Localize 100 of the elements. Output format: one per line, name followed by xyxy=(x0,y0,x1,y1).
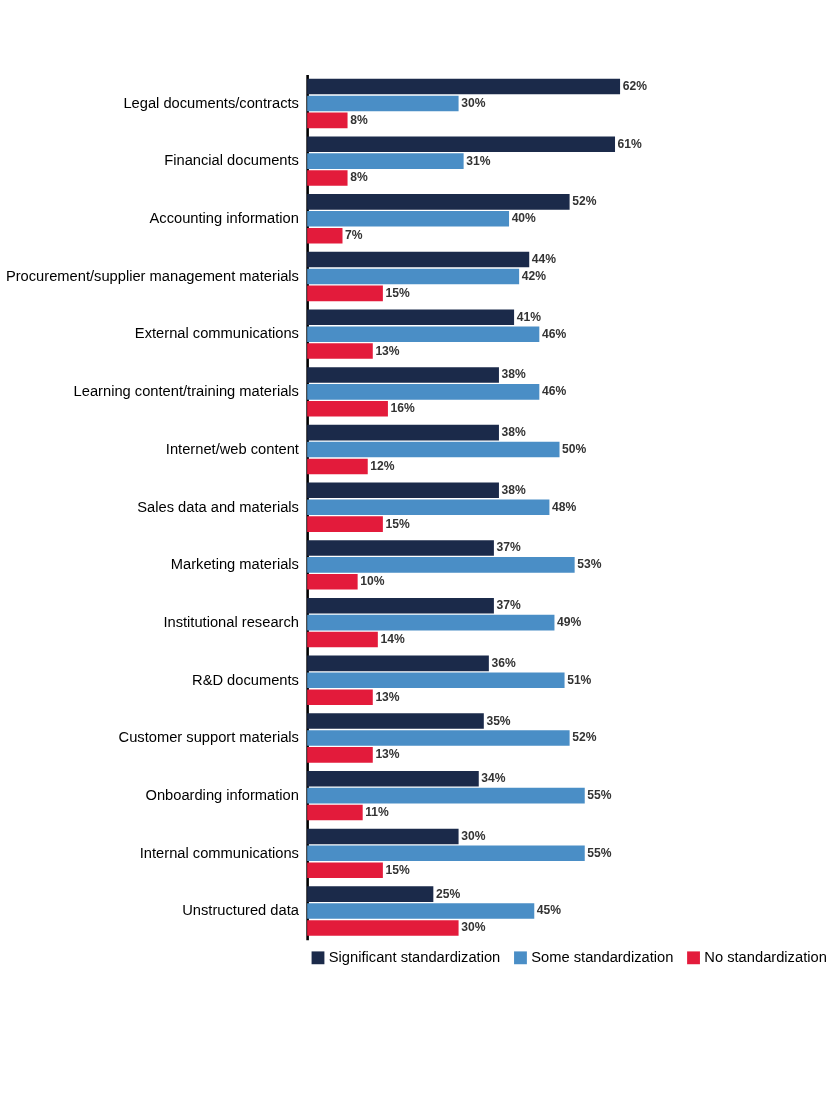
bar xyxy=(307,540,494,556)
data-label: 10% xyxy=(360,574,385,589)
bar xyxy=(307,78,621,95)
bar xyxy=(307,384,540,400)
data-label: 7% xyxy=(345,228,363,243)
bar xyxy=(307,499,550,516)
data-label: 37% xyxy=(496,540,521,555)
data-label: 35% xyxy=(486,713,511,728)
y-tick-label: Internet/web content xyxy=(165,440,299,457)
legend-label: No standardization xyxy=(704,949,827,966)
data-label: 61% xyxy=(617,136,643,151)
bar xyxy=(307,655,489,672)
bar xyxy=(307,862,383,879)
bar xyxy=(307,227,343,244)
data-label: 44% xyxy=(531,252,557,267)
data-label: 38% xyxy=(501,425,527,440)
y-tick-label: Procurement/supplier management materials xyxy=(5,267,299,284)
bar xyxy=(307,614,555,631)
data-label: 55% xyxy=(587,845,612,860)
data-label: 16% xyxy=(390,401,415,416)
data-label: 51% xyxy=(567,672,592,687)
bar xyxy=(307,713,484,729)
data-label: 48% xyxy=(552,499,577,514)
bar xyxy=(307,194,570,210)
data-label: 11% xyxy=(365,805,390,820)
data-label: 46% xyxy=(541,326,567,341)
bar xyxy=(307,251,530,268)
data-label: 8% xyxy=(350,170,368,185)
bar xyxy=(307,441,560,458)
data-label: 25% xyxy=(435,886,461,901)
bar xyxy=(307,95,459,112)
bar xyxy=(307,730,570,746)
data-label: 15% xyxy=(385,285,410,300)
bar xyxy=(307,845,585,862)
data-label: 13% xyxy=(375,343,400,358)
data-label: 15% xyxy=(385,862,410,877)
data-label: 30% xyxy=(461,828,486,843)
legend-label: Significant standardization xyxy=(328,949,501,966)
data-label: 40% xyxy=(511,211,537,226)
bar xyxy=(307,672,565,689)
data-label: 49% xyxy=(557,615,582,630)
data-label: 46% xyxy=(541,384,567,399)
legend-label: Some standardization xyxy=(531,949,674,966)
data-label: 13% xyxy=(375,689,400,704)
data-label: 53% xyxy=(577,557,602,572)
bar xyxy=(307,886,434,902)
bar xyxy=(307,343,373,359)
data-label: 31% xyxy=(466,153,491,168)
y-tick-label: Onboarding information xyxy=(145,786,299,803)
y-tick-label: Sales data and materials xyxy=(137,498,299,515)
bar xyxy=(307,136,616,152)
y-tick-label: R&D documents xyxy=(192,671,299,688)
data-label: 52% xyxy=(572,730,597,745)
bar xyxy=(307,400,388,417)
bar xyxy=(307,211,510,227)
data-label: 62% xyxy=(622,78,648,93)
bar xyxy=(307,482,499,499)
bar xyxy=(307,903,535,919)
data-label: 38% xyxy=(501,367,527,382)
bar xyxy=(307,424,499,441)
y-tick-label: Customer support materials xyxy=(118,729,299,746)
bar xyxy=(307,153,464,169)
data-label: 55% xyxy=(587,788,612,803)
bar xyxy=(307,458,368,475)
bar xyxy=(307,170,348,186)
y-tick-label: Marketing materials xyxy=(170,556,299,573)
bar xyxy=(307,112,348,129)
data-label: 12% xyxy=(370,458,395,473)
y-tick-label: Unstructured data xyxy=(182,902,300,919)
data-label: 50% xyxy=(562,442,587,456)
bar xyxy=(307,557,575,573)
bar xyxy=(307,309,515,326)
bar xyxy=(307,516,383,532)
bar xyxy=(307,367,499,383)
y-tick-label: Learning content/training materials xyxy=(73,383,299,400)
y-tick-label: Financial documents xyxy=(164,152,299,169)
y-tick-label: Institutional research xyxy=(163,613,299,630)
bar xyxy=(307,574,358,590)
data-label: 34% xyxy=(481,771,506,786)
bar xyxy=(307,804,363,821)
data-label: 42% xyxy=(521,268,547,283)
bar xyxy=(307,828,459,845)
data-label: 37% xyxy=(496,598,521,613)
bar xyxy=(307,770,479,787)
data-label: 30% xyxy=(461,95,486,110)
bar xyxy=(307,689,373,705)
data-label: 8% xyxy=(350,112,368,127)
data-label: 38% xyxy=(501,482,527,497)
data-label: 52% xyxy=(572,194,597,209)
data-label: 30% xyxy=(461,920,486,935)
y-tick-label: Internal communications xyxy=(139,844,299,861)
bar xyxy=(307,631,378,648)
data-label: 15% xyxy=(385,516,410,531)
bar xyxy=(307,920,459,936)
y-tick-label: Accounting information xyxy=(149,210,299,227)
data-label: 41% xyxy=(516,309,542,324)
y-tick-label: Legal documents/contracts xyxy=(123,94,299,111)
bar xyxy=(307,747,373,763)
data-label: 14% xyxy=(380,631,405,646)
bar xyxy=(307,285,383,302)
